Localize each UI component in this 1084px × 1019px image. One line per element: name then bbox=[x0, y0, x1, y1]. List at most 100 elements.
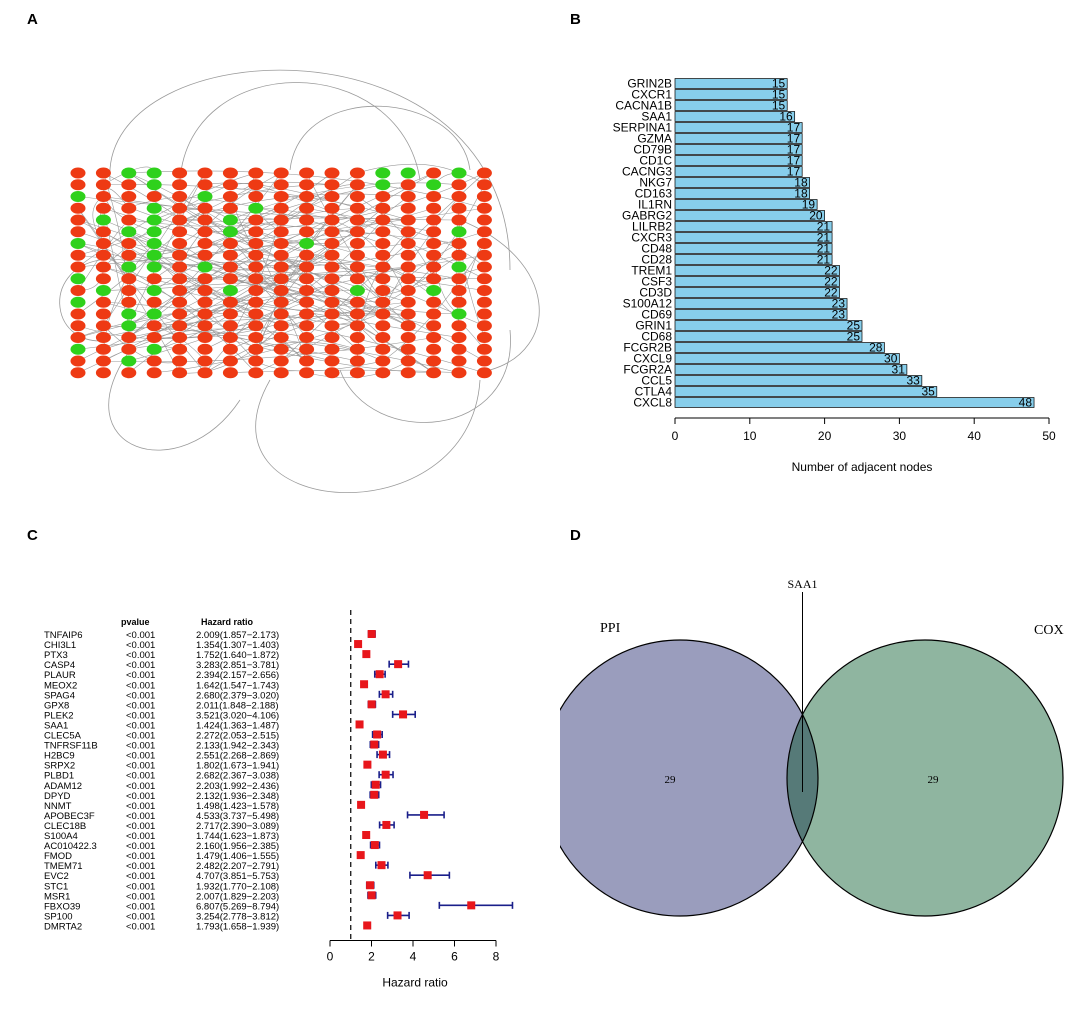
network-node bbox=[324, 285, 340, 296]
degree-bar bbox=[674, 199, 818, 210]
network-node bbox=[172, 320, 188, 332]
network-node bbox=[172, 332, 188, 343]
network-node bbox=[451, 355, 467, 367]
network-node bbox=[273, 367, 289, 379]
degree-value-label: 18 bbox=[794, 187, 808, 201]
network-node bbox=[324, 214, 340, 226]
forest-gene-label: PLAUR bbox=[44, 670, 76, 681]
degree-bar bbox=[674, 364, 908, 375]
degree-value-label: 31 bbox=[892, 363, 906, 377]
forest-gene-label: SP100 bbox=[44, 911, 73, 922]
network-node bbox=[70, 238, 86, 249]
forest-hr-text: 2.009(1.857−2.173) bbox=[196, 630, 279, 641]
network-node bbox=[248, 261, 264, 273]
forest-hr-text: 1.424(1.363−1.487) bbox=[196, 720, 279, 731]
forest-gene-label: PTX3 bbox=[44, 650, 68, 661]
forest-gene-label: FBXO39 bbox=[44, 901, 80, 912]
network-node bbox=[324, 273, 340, 285]
network-node bbox=[375, 320, 391, 332]
network-node bbox=[375, 202, 391, 214]
network-node bbox=[70, 355, 86, 367]
network-node bbox=[324, 308, 340, 320]
degree-bar bbox=[674, 298, 848, 309]
degree-value-label: 15 bbox=[772, 77, 786, 91]
forest-hr-text: 2.551(2.268−2.869) bbox=[196, 751, 279, 762]
forest-hr-box bbox=[370, 740, 379, 749]
network-node bbox=[222, 179, 238, 191]
network-node bbox=[146, 214, 162, 226]
network-node bbox=[375, 332, 391, 343]
forest-hr-box bbox=[367, 700, 376, 709]
forest-gene-label: FMOD bbox=[44, 851, 72, 862]
network-node bbox=[222, 355, 238, 367]
forest-pvalue: <0.001 bbox=[126, 881, 155, 892]
network-node bbox=[248, 202, 264, 214]
forest-hr-box bbox=[370, 790, 379, 799]
forest-hr-text: 2.133(1.942−2.343) bbox=[196, 741, 279, 752]
network-edge bbox=[408, 184, 485, 291]
forest-x-tick-label: 0 bbox=[327, 950, 334, 964]
venn-ppi-circle bbox=[560, 640, 818, 916]
forest-hr-box bbox=[357, 800, 366, 809]
degree-category-label: CXCL9 bbox=[633, 352, 672, 366]
network-node bbox=[426, 332, 442, 343]
network-node bbox=[121, 214, 137, 226]
degree-x-tick-label: 0 bbox=[672, 429, 679, 443]
network-node bbox=[146, 355, 162, 367]
network-node bbox=[273, 332, 289, 343]
network-node bbox=[248, 214, 264, 226]
forest-pvalue: <0.001 bbox=[126, 731, 155, 742]
degree-bar bbox=[674, 254, 833, 265]
forest-pvalue: <0.001 bbox=[126, 781, 155, 792]
network-node bbox=[222, 214, 238, 226]
degree-bar bbox=[674, 342, 885, 353]
degree-bar bbox=[674, 122, 803, 133]
venn-ppi-outline bbox=[560, 639, 819, 917]
network-node bbox=[222, 191, 238, 202]
network-node bbox=[95, 179, 111, 191]
forest-pvalue: <0.001 bbox=[126, 670, 155, 681]
forest-x-tick-label: 6 bbox=[451, 950, 458, 964]
network-node bbox=[273, 238, 289, 249]
forest-pvalue: <0.001 bbox=[126, 761, 155, 772]
degree-bar bbox=[674, 155, 803, 166]
degree-category-label: SAA1 bbox=[641, 110, 672, 124]
degree-value-label: 22 bbox=[824, 264, 838, 278]
venn-cox-outline bbox=[786, 639, 1064, 917]
network-node bbox=[451, 238, 467, 249]
forest-pvalue: <0.001 bbox=[126, 911, 155, 922]
network-node bbox=[349, 285, 365, 296]
forest-x-tick-label: 8 bbox=[493, 950, 500, 964]
network-node bbox=[172, 296, 188, 308]
network-node bbox=[349, 308, 365, 320]
degree-value-label: 25 bbox=[847, 319, 861, 333]
network-node bbox=[248, 273, 264, 285]
degree-category-label: CXCL8 bbox=[633, 396, 672, 410]
network-node bbox=[426, 191, 442, 202]
network-node bbox=[197, 167, 213, 179]
network-node bbox=[172, 308, 188, 320]
network-node bbox=[324, 179, 340, 191]
network-node bbox=[426, 238, 442, 249]
network-edge bbox=[459, 219, 540, 371]
network-node bbox=[197, 214, 213, 226]
degree-x-tick-label: 50 bbox=[1042, 429, 1056, 443]
network-node bbox=[400, 355, 416, 367]
network-node bbox=[197, 202, 213, 214]
degree-value-label: 23 bbox=[832, 297, 846, 311]
venn-cox-circle bbox=[787, 640, 1063, 916]
network-node bbox=[197, 285, 213, 296]
network-node bbox=[299, 273, 315, 285]
network-node bbox=[451, 191, 467, 202]
network-node bbox=[248, 308, 264, 320]
degree-bar bbox=[674, 177, 810, 188]
forest-hr-text: 4.707(3.851−5.753) bbox=[196, 871, 279, 882]
network-node bbox=[197, 308, 213, 320]
forest-gene-label: CHI3L1 bbox=[44, 640, 76, 651]
network-node bbox=[426, 296, 442, 308]
network-node bbox=[172, 367, 188, 379]
network-node bbox=[299, 308, 315, 320]
forest-pvalue: <0.001 bbox=[126, 851, 155, 862]
network-node bbox=[146, 285, 162, 296]
network-node bbox=[248, 249, 264, 261]
